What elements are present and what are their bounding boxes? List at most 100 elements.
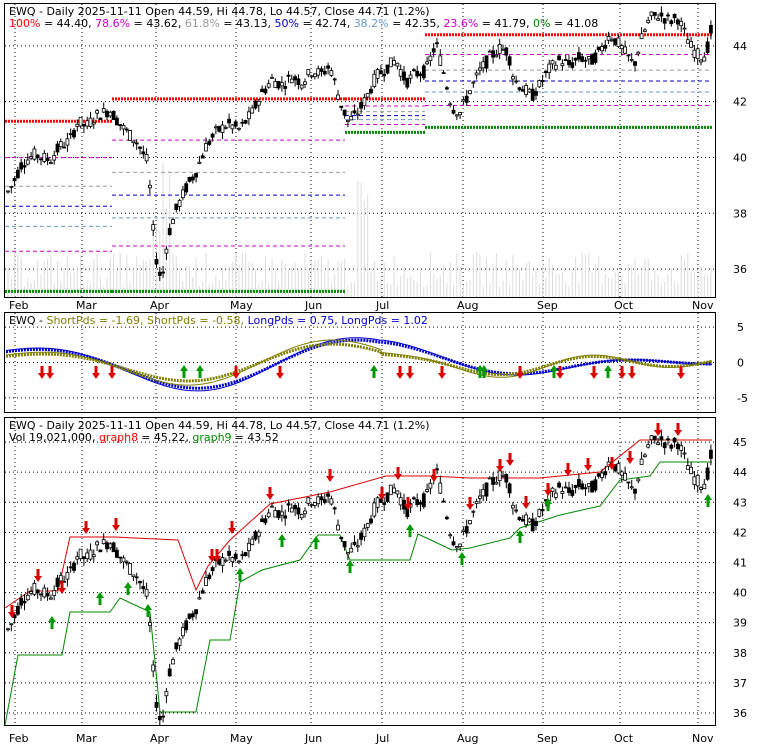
candle-body bbox=[679, 445, 684, 451]
sell-arrow-head bbox=[522, 503, 530, 509]
candle-body bbox=[273, 80, 278, 88]
buy-arrow-head bbox=[516, 530, 524, 536]
candle-body bbox=[55, 143, 60, 153]
candle-body bbox=[98, 549, 103, 553]
fib-100-label: 100% bbox=[9, 17, 40, 30]
sell-arrow-shaft bbox=[36, 569, 40, 576]
candle-body bbox=[187, 176, 192, 182]
candle-body bbox=[355, 113, 360, 116]
candle-body bbox=[289, 507, 294, 513]
sell-arrow-head bbox=[378, 494, 386, 500]
candle-body bbox=[316, 496, 321, 505]
candle-body bbox=[517, 516, 522, 520]
candle-body bbox=[207, 140, 212, 145]
candle-body bbox=[682, 27, 687, 30]
candle-body bbox=[279, 511, 284, 516]
candle-body bbox=[151, 664, 156, 672]
volume-bar bbox=[86, 281, 88, 297]
volume-bar bbox=[680, 255, 682, 297]
candle-body bbox=[345, 119, 350, 123]
volume-bar bbox=[311, 259, 313, 297]
volume-bar bbox=[495, 253, 497, 297]
sell-arrow-shaft bbox=[215, 549, 219, 556]
volume-bar bbox=[14, 252, 16, 297]
candle-body bbox=[15, 605, 20, 615]
y-tick-label: 5 bbox=[737, 321, 744, 334]
osc-buy-arrow-shaft bbox=[198, 371, 202, 378]
buy-arrow-shaft bbox=[146, 610, 150, 617]
y-tick-label: 39 bbox=[733, 617, 747, 630]
y-tick-label: 42 bbox=[733, 526, 747, 539]
volume-bar bbox=[185, 266, 187, 297]
volume-bar bbox=[264, 256, 266, 297]
fib-50-label: 50% bbox=[275, 17, 299, 30]
candle-body bbox=[454, 546, 459, 549]
fib-786-label: 78.6% bbox=[95, 17, 130, 30]
candle-body bbox=[270, 76, 274, 79]
candle-body bbox=[435, 42, 439, 45]
volume-bar bbox=[7, 268, 9, 297]
panel-3-title: EWQ - Daily 2025-11-11 Open 44.59, Hi 44… bbox=[9, 419, 430, 432]
osc-buy-arrow-head bbox=[604, 365, 612, 371]
x-tick-label: Jul bbox=[375, 299, 389, 312]
candle-body bbox=[190, 613, 195, 618]
x-tick-label: Nov bbox=[692, 299, 714, 312]
candle-body bbox=[487, 50, 492, 53]
volume-bar bbox=[492, 263, 494, 297]
candle-body bbox=[570, 62, 575, 68]
osc-sell-arrow-shaft bbox=[48, 366, 52, 373]
volume-bar bbox=[674, 282, 676, 297]
x-tick-label: Jul bbox=[375, 732, 389, 745]
panel-1-x-axis: Feb Mar Apr May Jun Jul Aug Sep Oct Nov bbox=[9, 299, 714, 312]
volume-bar bbox=[231, 262, 233, 297]
candle-body bbox=[441, 500, 446, 503]
buy-arrow-head bbox=[544, 498, 552, 504]
candle-body bbox=[685, 465, 690, 470]
volume-bar bbox=[218, 280, 220, 297]
volume-bar bbox=[192, 277, 194, 297]
y-tick-label: 44 bbox=[733, 40, 747, 53]
candle-body bbox=[319, 68, 324, 72]
candle-body bbox=[392, 60, 397, 66]
volume-bar bbox=[502, 280, 504, 297]
volume-bar bbox=[476, 252, 478, 297]
osc-sell-arrow-head bbox=[276, 373, 284, 379]
volume-bar bbox=[519, 269, 520, 297]
candle-body bbox=[177, 638, 182, 646]
panel-2-frame bbox=[4, 312, 716, 413]
candle-body bbox=[468, 520, 472, 525]
buy-arrow-head bbox=[346, 560, 354, 566]
candle-body bbox=[134, 142, 139, 145]
sell-arrow-shaft bbox=[498, 459, 502, 466]
candle-body bbox=[451, 541, 456, 546]
candle-body bbox=[227, 118, 232, 124]
sell-arrow-head bbox=[266, 494, 274, 500]
candle-body bbox=[39, 158, 43, 161]
candle-body bbox=[418, 73, 423, 77]
candle-body bbox=[213, 126, 218, 129]
x-tick-label: Sep bbox=[537, 732, 558, 745]
buy-arrow-head bbox=[236, 568, 244, 574]
candle-body bbox=[180, 189, 185, 198]
candle-body bbox=[540, 509, 545, 512]
candle-body bbox=[111, 111, 116, 121]
volume-bar bbox=[453, 284, 454, 297]
volume-bar bbox=[641, 271, 643, 297]
osc-sell-arrow-head bbox=[438, 373, 446, 379]
candle-body bbox=[105, 542, 109, 550]
volume-bar bbox=[486, 258, 487, 297]
candle-body bbox=[283, 86, 288, 89]
candle-body bbox=[458, 112, 463, 116]
candle-body bbox=[260, 88, 265, 93]
candle-body bbox=[649, 435, 654, 441]
candle-body bbox=[451, 109, 456, 114]
graph9-label: graph9 bbox=[192, 431, 231, 444]
candle-body bbox=[253, 100, 258, 109]
candle-body bbox=[256, 101, 261, 106]
volume-bar bbox=[429, 252, 431, 297]
sell-arrow-head bbox=[404, 504, 412, 510]
volume-bar bbox=[324, 271, 326, 297]
volume-bar bbox=[667, 274, 669, 297]
volume-bar bbox=[568, 286, 570, 297]
fib-236-label: 23.6% bbox=[443, 17, 478, 30]
